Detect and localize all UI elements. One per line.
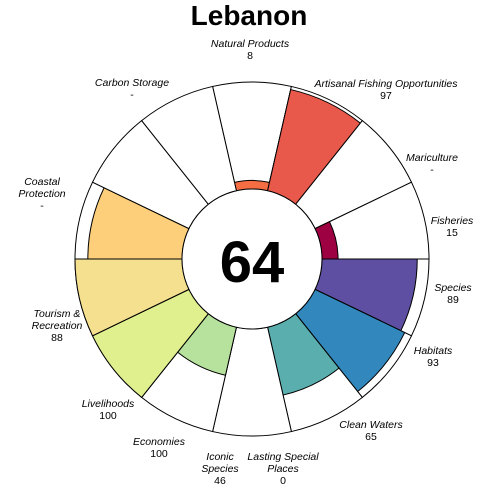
petal-value: 46	[214, 475, 226, 487]
petal-value: -	[40, 200, 44, 212]
petal-label: Artisanal Fishing Opportunities	[314, 78, 459, 90]
chart-title: Lebanon	[191, 0, 308, 31]
petal-label: Fisheries	[431, 215, 474, 227]
petal-value: 15	[446, 227, 458, 239]
petal-label: Iconic Species	[201, 451, 239, 475]
petal-value: 100	[99, 410, 117, 422]
petal-value: -	[430, 164, 434, 176]
petal-label: Species	[434, 282, 472, 294]
label-mariculture: Mariculture-	[406, 152, 458, 176]
petal-value: 100	[150, 448, 168, 460]
petal-label: Livelihoods	[82, 398, 135, 410]
petal-value: 97	[380, 90, 392, 102]
petal-label: Carbon Storage	[95, 77, 169, 89]
petal-label: Economies	[133, 436, 186, 448]
petal-value: 89	[447, 294, 459, 306]
petals-layer	[74, 81, 430, 437]
petal-value: -	[130, 89, 134, 101]
petal-label: Tourism & Recreation	[32, 308, 83, 332]
petal-label: Natural Products	[211, 38, 290, 50]
petal-value: 65	[365, 431, 377, 443]
center-circle	[181, 188, 323, 330]
petal-label: Coastal Protection	[18, 176, 65, 200]
petal-value: 93	[427, 357, 439, 369]
petal-label: Lasting Special Places	[247, 451, 319, 475]
center-score: 64	[220, 230, 285, 295]
petal-label: Clean Waters	[339, 419, 403, 431]
petal-value: 8	[247, 50, 253, 62]
petal-value: 0	[280, 475, 286, 487]
petal-label: Habitats	[414, 345, 453, 357]
petal-value: 88	[51, 332, 63, 344]
label-carbon-storage: Carbon Storage-	[95, 77, 169, 101]
petal-label: Mariculture	[406, 152, 458, 164]
label-coastal-protection: Coastal Protection-	[18, 176, 65, 212]
